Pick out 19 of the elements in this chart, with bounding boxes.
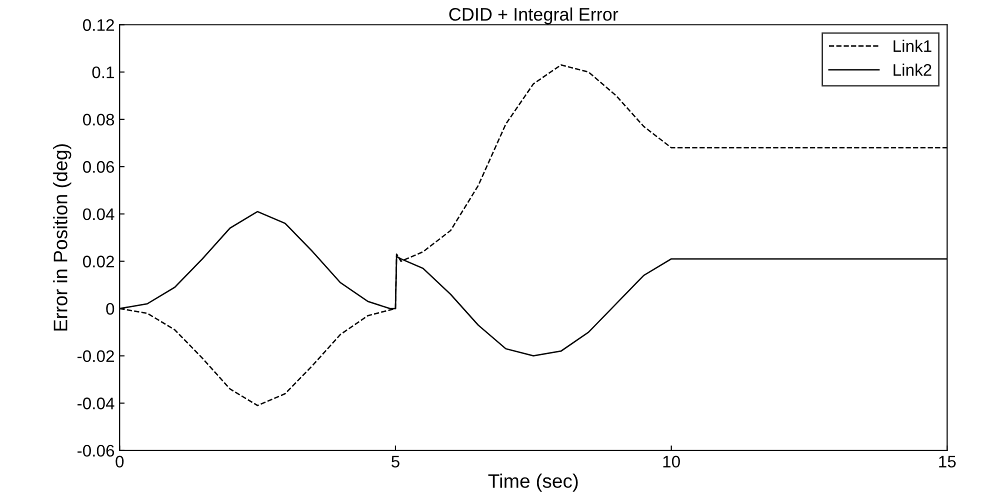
y-tick-label: -0.02 xyxy=(78,350,114,362)
legend-label: Link2 xyxy=(894,64,932,76)
y-axis-title: Error in Position (deg) xyxy=(53,144,72,331)
y-tick-label: 0.06 xyxy=(82,161,114,173)
y-tick-label: 0.08 xyxy=(82,114,114,126)
legend-label: Link1 xyxy=(894,40,932,52)
chart-title: CDID + Integral Error xyxy=(449,8,618,24)
y-tick-label: -0.04 xyxy=(78,398,114,410)
x-axis-title: Time (sec) xyxy=(488,474,578,492)
x-tick-label: 0 xyxy=(116,456,124,468)
x-tick-label: 5 xyxy=(392,456,400,468)
y-tick-label: 0.04 xyxy=(82,208,114,220)
y-tick-label: 0.1 xyxy=(92,66,114,78)
y-tick-label: 0.02 xyxy=(82,256,114,268)
y-tick-label: -0.06 xyxy=(78,444,114,457)
x-tick-label: 15 xyxy=(939,456,956,468)
y-tick-label: 0 xyxy=(106,302,114,315)
x-tick-label: 10 xyxy=(663,456,680,468)
y-tick-label: 0.12 xyxy=(82,19,114,31)
